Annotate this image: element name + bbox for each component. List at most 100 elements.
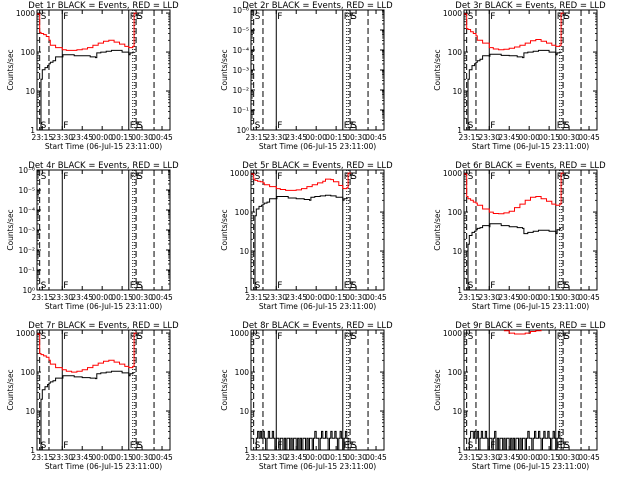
y-tick-label: 10⁻¹ [232,106,249,115]
marker-label-top: F [557,12,562,22]
x-tick-label: 23:15 [32,293,54,302]
marker-label-bottom: F [557,121,562,131]
marker-label-bottom: E [136,121,142,131]
x-tick-label: 00:15 [325,453,347,462]
x-tick-label: 23:30 [265,293,287,302]
x-tick-label: 23:30 [478,293,500,302]
marker-label-top: F [557,332,562,342]
y-axis-label: Counts/sec [220,209,229,250]
y-tick-label: 10⁻⁴ [232,46,249,55]
x-tick-label: 23:15 [246,293,268,302]
y-tick-label: 10 [25,87,35,96]
y-tick-label: 1000 [443,9,462,18]
x-axis-label: Start Time (06-Jul-15 23:11:00) [259,302,376,311]
marker-label-bottom: S [41,441,47,451]
y-tick-label: 1 [244,286,249,295]
plot-frame [250,329,385,451]
marker-label-bottom: F [130,281,135,291]
marker-label-top: F [130,172,135,182]
x-tick-label: 00:30 [558,453,580,462]
panel-title: Det 3r BLACK = Events, RED = LLD [455,1,606,11]
y-tick-label: 100 [235,208,250,217]
plot-frame [36,169,171,291]
x-tick-label: 23:15 [459,453,481,462]
lld-series-line [37,12,137,51]
marker-label-bottom: S [468,441,474,451]
x-tick-label: 23:45 [285,293,307,302]
x-tick-label: 00:00 [305,133,327,142]
x-tick-label: 00:30 [131,293,153,302]
marker-label-top: E [350,172,356,182]
x-axis-label: Start Time (06-Jul-15 23:11:00) [45,462,162,471]
y-tick-label: 1000 [230,169,249,178]
marker-label-top: F [490,172,495,182]
x-tick-label: 00:45 [151,133,173,142]
y-tick-label: 1000 [443,329,462,338]
x-tick-label: 23:45 [498,293,520,302]
x-tick-label: 00:15 [325,293,347,302]
x-axis-label: Start Time (06-Jul-15 23:11:00) [472,462,589,471]
marker-label-top: F [277,12,282,22]
y-tick-label: 1000 [16,9,35,18]
events-series-line [464,49,562,130]
lld-series-line [464,172,564,215]
y-tick-label: 10⁻² [232,86,249,95]
marker-label-bottom: F [63,441,68,451]
plot-frame [250,169,385,291]
y-axis-label: Counts/sec [6,209,15,250]
lld-series-line [251,172,351,191]
x-tick-label: 23:15 [246,453,268,462]
y-axis-label: Counts/sec [433,369,442,410]
x-tick-label: 00:15 [111,453,133,462]
marker-label-top: E [563,12,569,22]
marker-label-bottom: S [564,281,570,291]
x-tick-label: 00:00 [305,293,327,302]
y-tick-label: 10 [452,247,462,256]
x-tick-label: 23:45 [285,133,307,142]
plot-frame [250,9,385,131]
events-series-line [464,223,562,290]
marker-label-top: S [468,172,474,182]
x-tick-label: 00:30 [345,293,367,302]
x-tick-label: 00:00 [518,133,540,142]
marker-label-top: F [63,12,68,22]
y-tick-label: 1 [457,446,462,455]
marker-label-top: F [557,172,562,182]
x-tick-label: 23:15 [32,453,54,462]
y-tick-label: 1 [244,446,249,455]
marker-label-bottom: E [563,121,569,131]
marker-label-top: E [350,332,356,342]
marker-label-bottom: F [277,281,282,291]
x-tick-label: 23:30 [265,133,287,142]
marker-label-bottom: S [137,281,143,291]
marker-label-bottom: F [344,441,349,451]
marker-label-top: F [344,332,349,342]
y-tick-label: 10⁻¹ [18,266,35,275]
x-tick-label: 00:15 [325,133,347,142]
y-tick-label: 10⁻⁶ [18,166,35,175]
panel-title: Det 6r BLACK = Events, RED = LLD [455,161,606,171]
x-tick-label: 23:30 [478,133,500,142]
y-tick-label: 100 [21,48,36,57]
x-tick-label: 00:45 [578,293,600,302]
x-tick-label: 23:30 [265,453,287,462]
x-tick-label: 00:30 [131,133,153,142]
marker-label-top: S [137,172,143,182]
marker-label-bottom: S [255,281,261,291]
x-tick-label: 00:00 [305,453,327,462]
marker-label-top: F [277,172,282,182]
marker-label-top: E [136,12,142,22]
marker-label-top: E [563,332,569,342]
y-tick-label: 10⁻⁵ [232,26,249,35]
marker-label-top: S [564,332,570,342]
x-tick-label: 00:30 [131,453,153,462]
plot-frame [36,329,171,451]
marker-label-top: S [41,12,47,22]
x-tick-label: 23:15 [32,133,54,142]
y-tick-label: 10 [452,87,462,96]
y-axis-label: Counts/sec [433,49,442,90]
marker-label-bottom: S [255,121,261,131]
marker-label-bottom: F [490,281,495,291]
